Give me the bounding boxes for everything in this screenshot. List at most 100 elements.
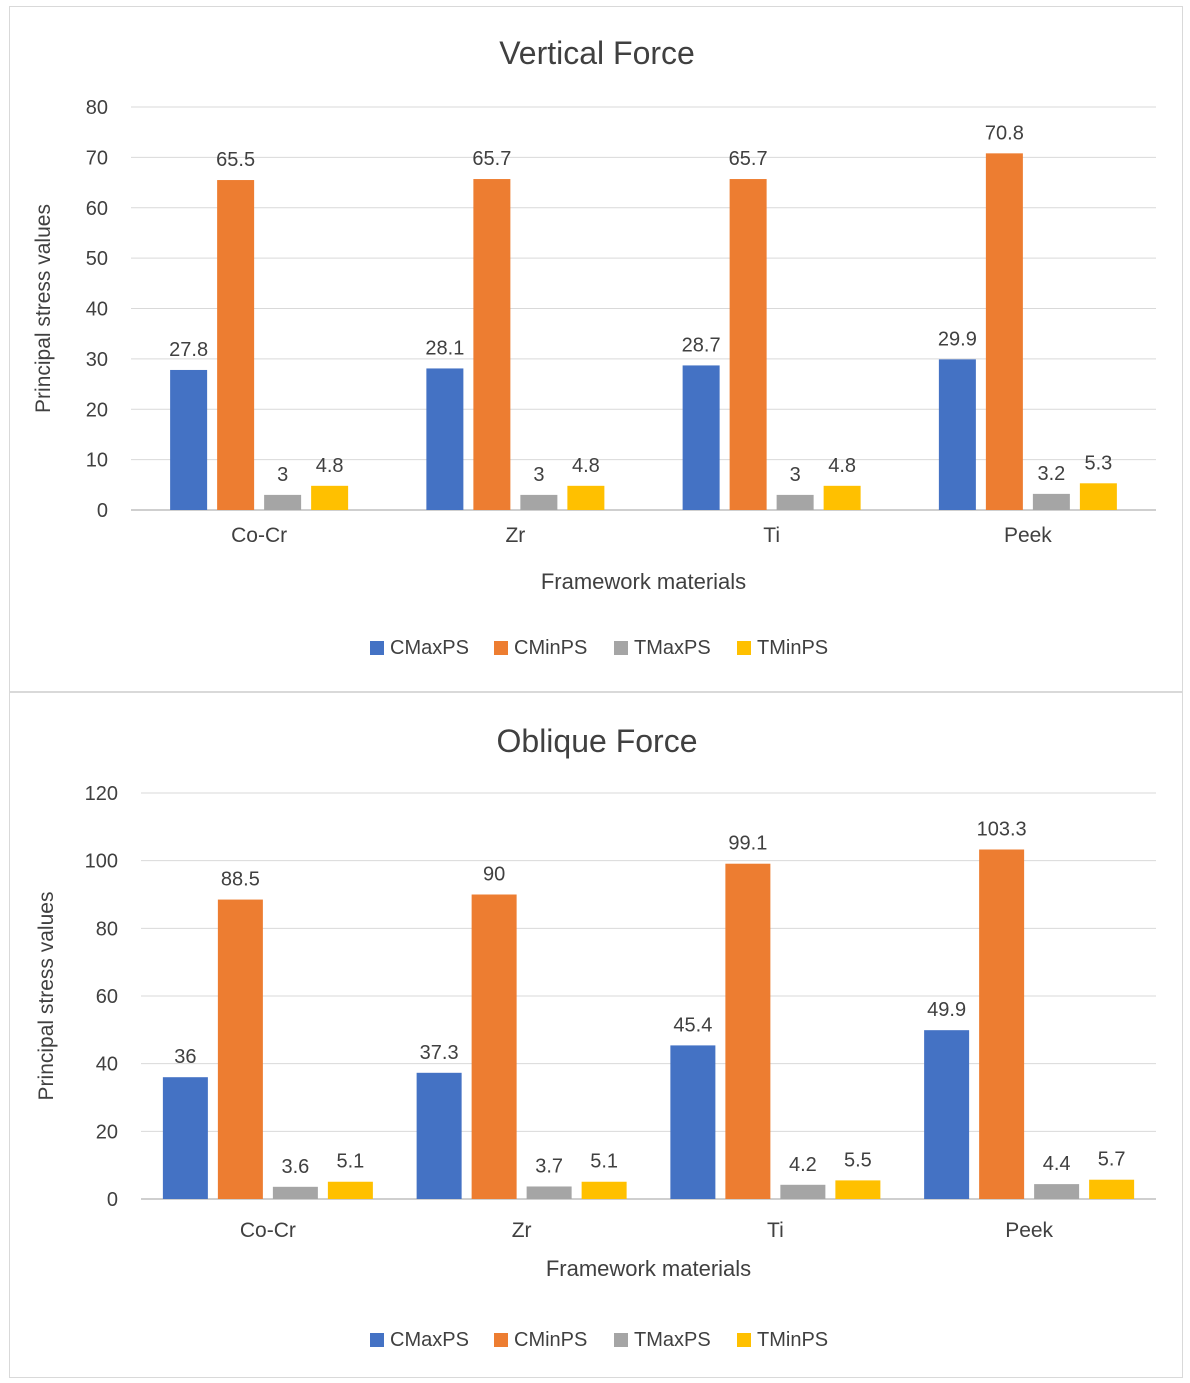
- x-tick-label-peek: Peek: [1004, 524, 1052, 547]
- data-label-tminps-co-cr: 4.8: [316, 455, 344, 477]
- y-tick-label: 0: [97, 500, 108, 522]
- data-label-tminps-co-cr: 5.1: [336, 1151, 364, 1173]
- x-tick-label-ti: Ti: [767, 1219, 784, 1242]
- bar-cminps-peek: [985, 153, 1023, 510]
- y-tick-label: 40: [96, 1054, 118, 1076]
- bar-cmaxps-zr: [416, 1072, 462, 1199]
- y-tick-label: 40: [86, 299, 108, 321]
- bar-cmaxps-peek: [938, 359, 976, 510]
- data-label-tminps-ti: 4.8: [828, 455, 856, 477]
- y-tick-label: 60: [86, 198, 108, 220]
- y-tick-label: 0: [107, 1189, 118, 1211]
- legend-label-tminps: TMinPS: [757, 637, 828, 659]
- data-label-cminps-ti: 65.7: [729, 148, 768, 170]
- bar-cmaxps-co-cr: [170, 369, 208, 510]
- x-axis-label: Framework materials: [541, 569, 746, 594]
- data-label-tminps-zr: 4.8: [572, 455, 600, 477]
- data-label-tmaxps-peek: 4.4: [1043, 1153, 1071, 1175]
- bar-tmaxps-ti: [776, 494, 814, 510]
- bar-tmaxps-zr: [526, 1186, 572, 1199]
- y-tick-label: 50: [86, 248, 108, 270]
- legend-swatch-tminps: [737, 641, 751, 655]
- legend-swatch-cminps: [494, 1333, 508, 1347]
- data-label-tminps-peek: 5.7: [1098, 1149, 1126, 1171]
- data-label-cmaxps-peek: 49.9: [927, 999, 966, 1021]
- data-label-cmaxps-co-cr: 36: [174, 1046, 196, 1068]
- bar-cminps-zr: [471, 894, 517, 1199]
- data-label-tminps-ti: 5.5: [844, 1149, 872, 1171]
- bar-tmaxps-co-cr: [272, 1186, 318, 1199]
- bar-cminps-co-cr: [217, 180, 255, 510]
- bar-tminps-co-cr: [311, 485, 349, 510]
- data-label-cminps-co-cr: 65.5: [216, 149, 255, 171]
- data-label-tmaxps-co-cr: 3: [277, 464, 288, 486]
- x-tick-label-ti: Ti: [763, 524, 780, 547]
- y-axis-label: Principal stress values: [32, 204, 55, 413]
- bar-cminps-zr: [473, 179, 511, 510]
- legend-swatch-tminps: [737, 1333, 751, 1347]
- bar-cmaxps-co-cr: [162, 1077, 208, 1199]
- y-tick-label: 20: [96, 1121, 118, 1143]
- bar-tmaxps-peek: [1034, 1184, 1080, 1199]
- legend-label-tminps: TMinPS: [757, 1329, 828, 1351]
- data-label-tmaxps-zr: 3: [533, 464, 544, 486]
- legend-label-cminps: CMinPS: [514, 637, 587, 659]
- x-tick-label-peek: Peek: [1005, 1219, 1053, 1242]
- bar-cminps-co-cr: [217, 899, 263, 1199]
- data-label-cmaxps-zr: 37.3: [420, 1042, 459, 1064]
- data-label-cminps-zr: 90: [483, 864, 505, 886]
- x-tick-label-zr: Zr: [505, 524, 525, 547]
- x-axis-label: Framework materials: [546, 1256, 751, 1281]
- legend-label-cmaxps: CMaxPS: [390, 637, 469, 659]
- chart-title: Vertical Force: [499, 35, 695, 71]
- data-label-cminps-zr: 65.7: [472, 148, 511, 170]
- legend-label-cmaxps: CMaxPS: [390, 1329, 469, 1351]
- bar-tmaxps-peek: [1032, 493, 1070, 510]
- x-tick-label-co-cr: Co-Cr: [240, 1219, 296, 1242]
- bar-tmaxps-zr: [520, 494, 558, 510]
- data-label-tmaxps-ti: 3: [790, 464, 801, 486]
- bar-tminps-zr: [567, 485, 605, 510]
- data-label-cmaxps-zr: 28.1: [425, 337, 464, 359]
- y-tick-label: 10: [86, 450, 108, 472]
- data-label-tmaxps-zr: 3.7: [535, 1155, 563, 1177]
- bar-cminps-ti: [729, 179, 767, 510]
- vertical-force-chart-svg: Vertical Force 0 10 20 30 40 50 60 70 80 Principal…: [32, 35, 1156, 659]
- legend-swatch-tmaxps: [614, 1333, 628, 1347]
- bar-tmaxps-co-cr: [264, 494, 302, 510]
- bar-cminps-ti: [725, 863, 771, 1199]
- data-label-tmaxps-peek: 3.2: [1037, 463, 1065, 485]
- bar-tminps-co-cr: [327, 1181, 373, 1199]
- y-tick-label: 20: [86, 399, 108, 421]
- data-label-cmaxps-ti: 45.4: [673, 1014, 712, 1036]
- bar-cmaxps-ti: [670, 1045, 716, 1199]
- data-label-tmaxps-co-cr: 3.6: [281, 1156, 309, 1178]
- data-label-cmaxps-ti: 28.7: [682, 334, 721, 356]
- legend-label-tmaxps: TMaxPS: [634, 637, 711, 659]
- data-label-cminps-co-cr: 88.5: [221, 869, 260, 891]
- data-label-cminps-peek: 70.8: [985, 122, 1024, 144]
- chart-title: Oblique Force: [497, 723, 698, 759]
- bar-cminps-peek: [979, 849, 1025, 1199]
- y-tick-label: 30: [86, 349, 108, 371]
- legend-label-tmaxps: TMaxPS: [634, 1329, 711, 1351]
- y-tick-label: 60: [96, 986, 118, 1008]
- legend-swatch-cmaxps: [370, 641, 384, 655]
- y-tick-label: 70: [86, 147, 108, 169]
- x-tick-label-co-cr: Co-Cr: [231, 524, 287, 547]
- legend-label-cminps: CMinPS: [514, 1329, 587, 1351]
- y-tick-label: 80: [96, 918, 118, 940]
- data-label-cmaxps-co-cr: 27.8: [169, 339, 208, 361]
- bar-tminps-ti: [823, 485, 861, 510]
- oblique-force-chart: Oblique Force 0 20 40 60 80 100 120 Principal st…: [9, 692, 1183, 1378]
- data-label-cminps-peek: 103.3: [977, 819, 1027, 841]
- bar-cmaxps-zr: [426, 368, 464, 510]
- vertical-force-chart: Vertical Force 0 10 20 30 40 50 60 70 80 Principal…: [9, 6, 1183, 692]
- legend-swatch-tmaxps: [614, 641, 628, 655]
- y-tick-label: 120: [85, 783, 118, 805]
- y-tick-label: 100: [85, 851, 118, 873]
- bar-tmaxps-ti: [780, 1184, 826, 1199]
- legend-swatch-cmaxps: [370, 1333, 384, 1347]
- data-label-tmaxps-ti: 4.2: [789, 1154, 817, 1176]
- y-tick-label: 80: [86, 97, 108, 119]
